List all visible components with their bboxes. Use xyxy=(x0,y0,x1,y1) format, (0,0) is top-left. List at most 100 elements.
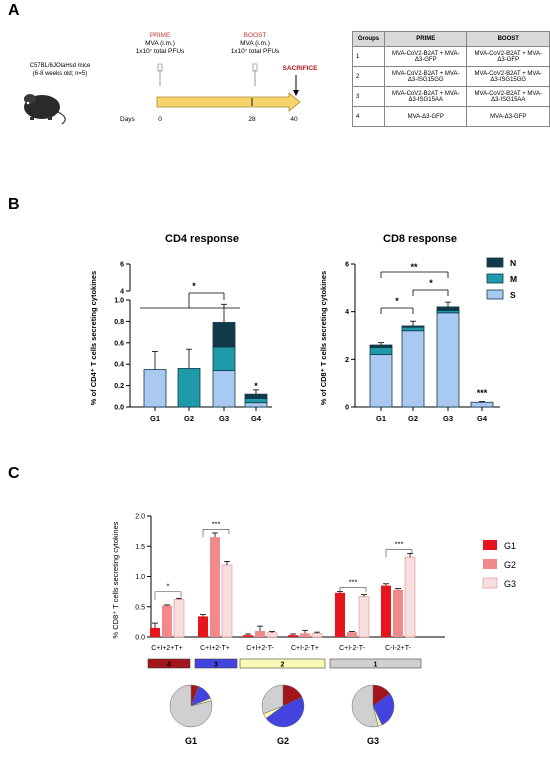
y-tick-label: 2.0 xyxy=(135,514,145,521)
bar xyxy=(266,632,278,638)
bar-segment xyxy=(369,354,393,408)
bar-segment xyxy=(244,398,268,404)
day-tick-label: 28 xyxy=(248,116,256,123)
table-header: PRIME xyxy=(383,31,468,47)
x-tick-label: G1 xyxy=(150,414,160,423)
legend-swatch xyxy=(483,540,497,550)
bar xyxy=(311,633,323,638)
legend-label: G2 xyxy=(504,560,516,570)
table-cell: 4 xyxy=(352,106,385,127)
y-tick-label: 1.5 xyxy=(135,544,145,551)
day-tick-label: 40 xyxy=(290,116,298,123)
table-cell: 2 xyxy=(352,66,385,87)
significance-marker: * xyxy=(254,381,258,391)
table-row: 2 MVA-CoV2-B2AT + MVA-Δ3-ISG15GG MVA-CoV… xyxy=(352,66,550,87)
timeline-arrow xyxy=(156,92,301,112)
bar xyxy=(150,627,160,637)
x-tick-label: C+I+2+T+ xyxy=(151,645,183,652)
significance-marker: * xyxy=(429,278,433,288)
y-tick-label: 2 xyxy=(345,357,349,364)
legend-swatch xyxy=(486,257,504,268)
prime-title: PRIME xyxy=(150,32,171,39)
mouse-group-label: (6-8 weeks old; n=5) xyxy=(33,71,88,77)
chart-title: CD8 response xyxy=(383,233,457,245)
pie-slice xyxy=(169,684,213,728)
table-header-row: Groups PRIME BOOST xyxy=(352,31,550,47)
bar-segment xyxy=(244,402,268,408)
pie-label: G1 xyxy=(185,736,197,746)
pie-label: G3 xyxy=(367,736,379,746)
x-tick-label: C+I-2-T- xyxy=(339,645,366,652)
legend-swatch xyxy=(486,273,504,284)
x-tick-label: G4 xyxy=(477,414,488,423)
y-tick-label: 0 xyxy=(345,405,349,412)
function-band-label: 3 xyxy=(214,662,218,669)
bar-segment xyxy=(401,325,425,328)
pie-slice xyxy=(265,696,305,728)
y-tick-label: 4 xyxy=(345,309,349,316)
bar-segment xyxy=(212,370,236,408)
pie-slice xyxy=(372,693,395,726)
table-row: 3 MVA-CoV2-B2AT + MVA-Δ3-ISG15AA MVA-CoV… xyxy=(352,86,550,107)
mouse-icon xyxy=(24,94,66,125)
bar xyxy=(300,633,310,637)
significance-marker: *** xyxy=(212,519,221,528)
day-tick-label: 0 xyxy=(158,116,162,123)
bar-segment xyxy=(401,326,425,332)
significance-marker: * xyxy=(192,281,196,291)
y-axis-label: % of CD8⁺ T cells secreting cytokines xyxy=(319,271,328,405)
bar xyxy=(198,616,208,637)
pie-label: G2 xyxy=(277,736,289,746)
legend-label: G3 xyxy=(504,579,516,589)
legend-label: G1 xyxy=(504,541,516,551)
bar-segment xyxy=(369,344,393,348)
bar-segment xyxy=(212,322,236,348)
bar xyxy=(173,599,185,638)
bar-segment xyxy=(470,401,494,408)
bar xyxy=(255,630,265,637)
boost-title: BOOST xyxy=(244,32,267,39)
significance-marker: * xyxy=(395,296,399,306)
y-tick-label: 6 xyxy=(345,262,349,269)
bar xyxy=(210,537,220,637)
significance-marker: *** xyxy=(477,388,488,398)
function-band-label: 1 xyxy=(374,662,378,669)
y-tick-label: 0.0 xyxy=(114,405,124,412)
x-tick-label: G2 xyxy=(408,414,418,423)
legend-label: M xyxy=(510,274,517,284)
table-cell: MVA-CoV2-B2AT + MVA-Δ3-ISG15GG xyxy=(466,66,550,87)
sacrifice-label: SACRIFICE xyxy=(282,65,318,72)
significance-marker: * xyxy=(167,582,170,591)
x-tick-label: G2 xyxy=(184,414,194,423)
y-tick-label: 4 xyxy=(120,289,124,296)
bar xyxy=(162,605,172,637)
legend-swatch xyxy=(482,577,498,589)
legend-label: S xyxy=(510,290,516,300)
bar-segment xyxy=(401,330,425,408)
x-tick-label: G4 xyxy=(251,414,262,423)
function-band-label: 2 xyxy=(281,662,285,669)
y-tick-label: 6 xyxy=(120,262,124,269)
function-band xyxy=(147,658,191,669)
chart-title: CD4 response xyxy=(165,233,239,245)
significance-marker: *** xyxy=(395,539,404,548)
panel-letter-c: C xyxy=(8,465,20,482)
x-tick-label: G3 xyxy=(443,414,453,423)
significance-marker: *** xyxy=(349,577,358,586)
function-band xyxy=(239,658,326,669)
syringe-icon xyxy=(252,63,258,86)
y-axis-label: % of CD4⁺ T cells secreting cytokines xyxy=(89,271,98,405)
bar-segment xyxy=(212,346,236,372)
y-tick-label: 0.5 xyxy=(135,604,145,611)
x-tick-label: C+I-2-T+ xyxy=(291,645,319,652)
bar xyxy=(335,592,345,637)
panel-letter-b: B xyxy=(8,196,20,213)
y-tick-label: 1.0 xyxy=(135,574,145,581)
bar xyxy=(243,635,253,637)
groups-table: Groups PRIME BOOST 1 MVA-CoV2-B2AT + MVA… xyxy=(352,31,550,127)
panel-letter-a: A xyxy=(8,2,20,19)
table-row: 4 MVA-Δ3-GFP MVA-Δ3-GFP xyxy=(352,106,550,127)
x-tick-label: C+I+2-T+ xyxy=(200,645,230,652)
x-tick-label: C-I-2+T- xyxy=(385,645,412,652)
